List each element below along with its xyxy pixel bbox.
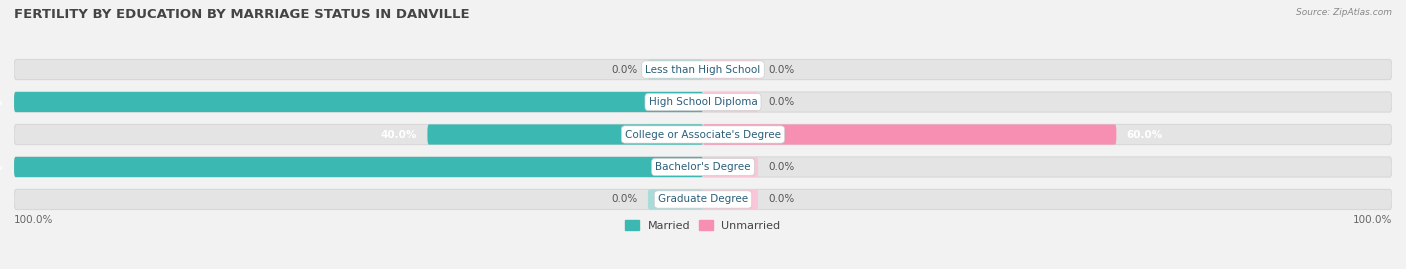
FancyBboxPatch shape (648, 92, 703, 112)
Text: High School Diploma: High School Diploma (648, 97, 758, 107)
FancyBboxPatch shape (427, 125, 703, 144)
Text: 0.0%: 0.0% (769, 97, 794, 107)
Text: Bachelor's Degree: Bachelor's Degree (655, 162, 751, 172)
FancyBboxPatch shape (648, 125, 703, 144)
FancyBboxPatch shape (703, 189, 758, 210)
Text: 0.0%: 0.0% (769, 194, 794, 204)
Legend: Married, Unmarried: Married, Unmarried (621, 216, 785, 236)
FancyBboxPatch shape (14, 92, 703, 112)
Text: 100.0%: 100.0% (14, 215, 53, 225)
Text: 0.0%: 0.0% (612, 194, 637, 204)
FancyBboxPatch shape (14, 157, 703, 177)
FancyBboxPatch shape (14, 92, 1392, 112)
FancyBboxPatch shape (703, 59, 758, 80)
Text: 0.0%: 0.0% (612, 65, 637, 75)
FancyBboxPatch shape (14, 125, 1392, 144)
FancyBboxPatch shape (648, 59, 703, 80)
Text: 100.0%: 100.0% (1353, 215, 1392, 225)
Text: FERTILITY BY EDUCATION BY MARRIAGE STATUS IN DANVILLE: FERTILITY BY EDUCATION BY MARRIAGE STATU… (14, 8, 470, 21)
Text: College or Associate's Degree: College or Associate's Degree (626, 129, 780, 140)
Text: 60.0%: 60.0% (1126, 129, 1163, 140)
FancyBboxPatch shape (703, 125, 1116, 144)
FancyBboxPatch shape (703, 92, 758, 112)
Text: Source: ZipAtlas.com: Source: ZipAtlas.com (1296, 8, 1392, 17)
FancyBboxPatch shape (703, 125, 758, 144)
FancyBboxPatch shape (648, 157, 703, 177)
Text: 0.0%: 0.0% (769, 162, 794, 172)
Text: 100.0%: 100.0% (0, 162, 4, 172)
FancyBboxPatch shape (14, 189, 1392, 210)
Text: 0.0%: 0.0% (769, 65, 794, 75)
Text: Graduate Degree: Graduate Degree (658, 194, 748, 204)
Text: 100.0%: 100.0% (0, 97, 4, 107)
FancyBboxPatch shape (648, 189, 703, 210)
FancyBboxPatch shape (14, 157, 1392, 177)
FancyBboxPatch shape (14, 59, 1392, 80)
Text: Less than High School: Less than High School (645, 65, 761, 75)
FancyBboxPatch shape (703, 157, 758, 177)
Text: 40.0%: 40.0% (381, 129, 418, 140)
